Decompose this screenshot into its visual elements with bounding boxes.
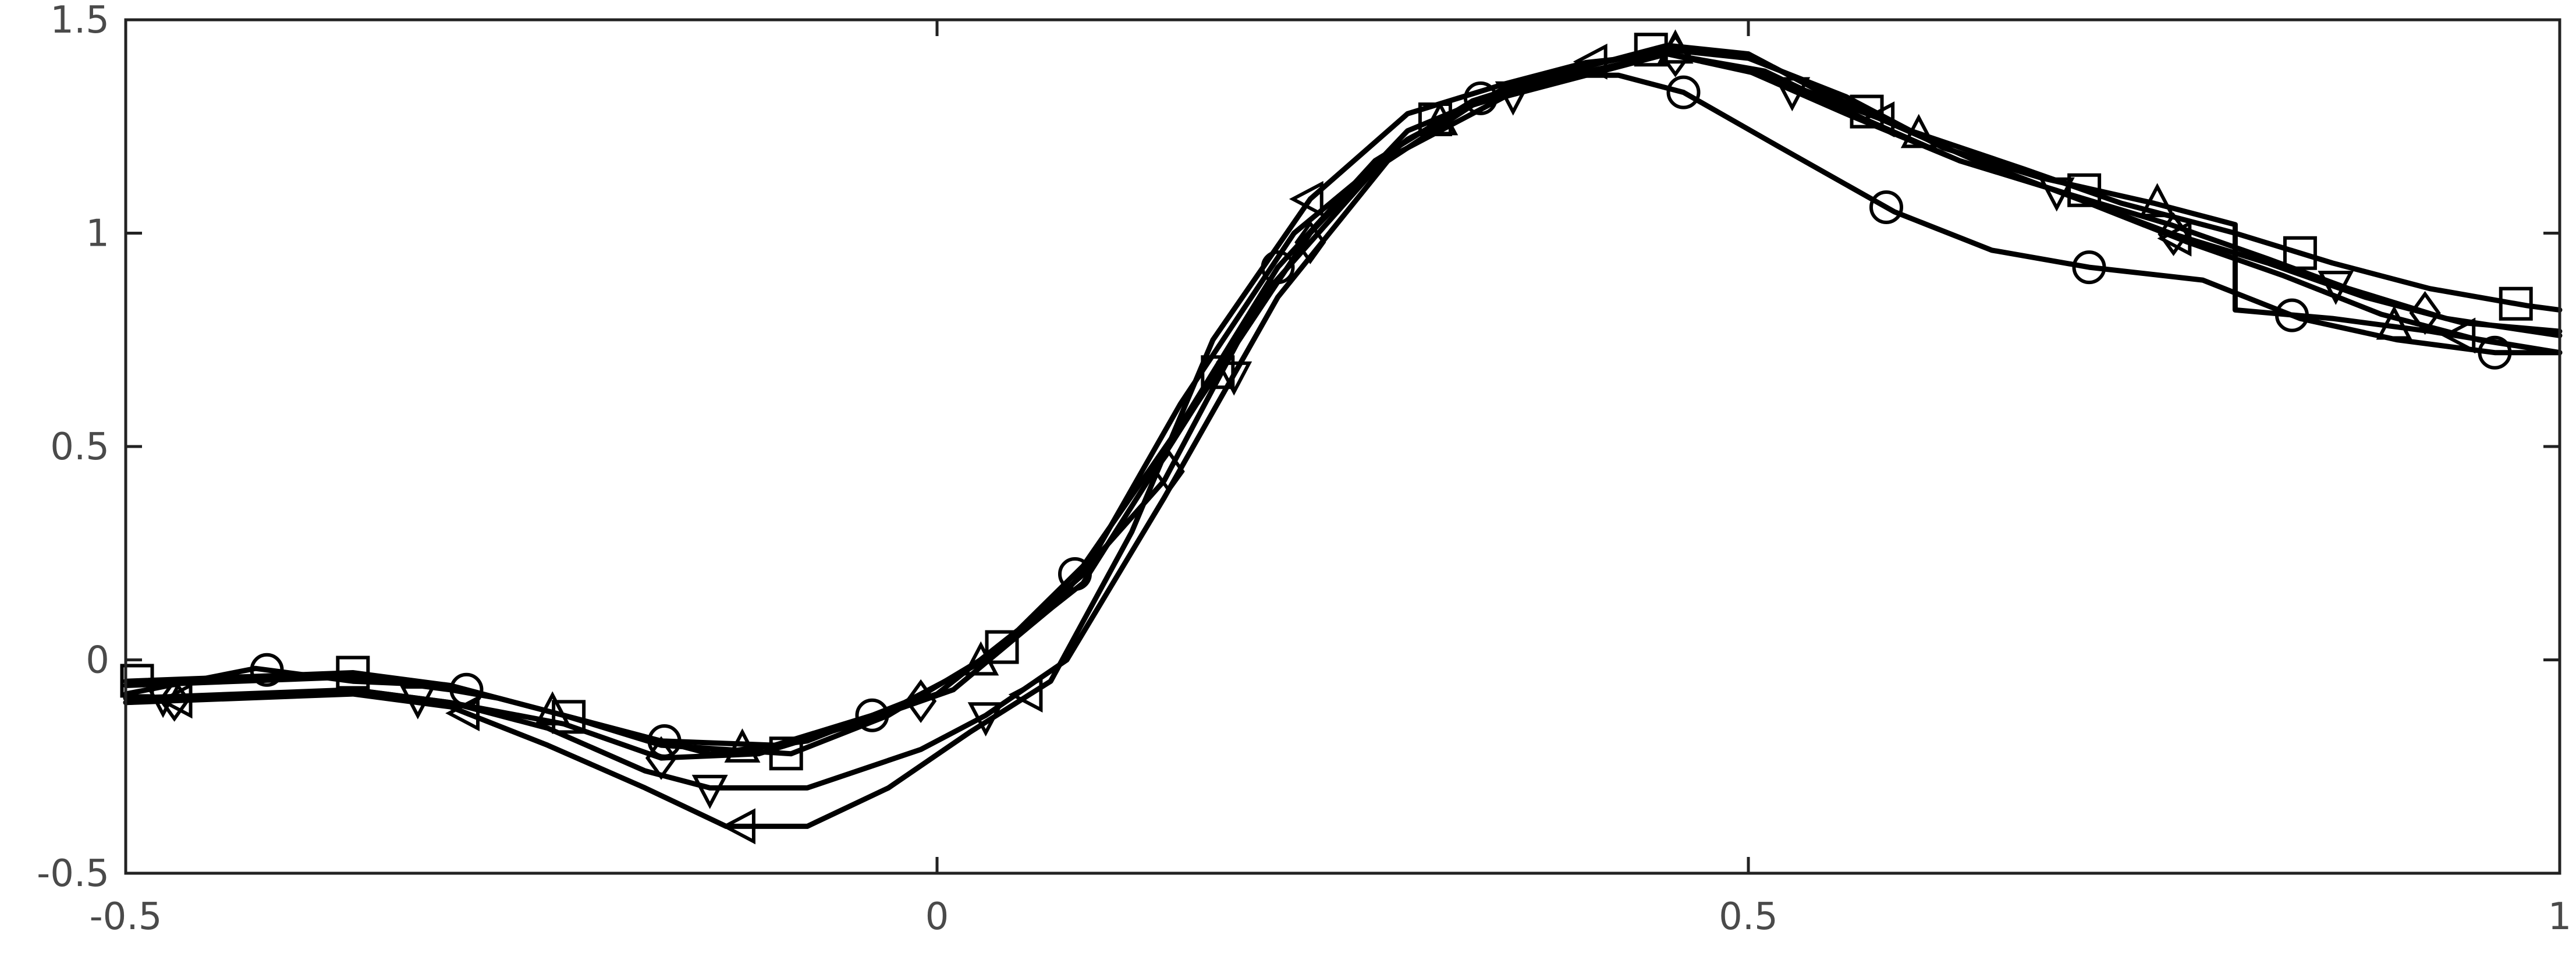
data-point-triangle-left-marker (1289, 180, 1324, 217)
series-triangle-down (123, 51, 2563, 809)
data-point-triangle-left-marker (1860, 101, 1895, 138)
data-point-diamond-marker (905, 679, 937, 723)
data-point-triangle-left-marker (1573, 43, 1608, 80)
data-point-triangle-down-marker (1774, 77, 1811, 112)
data-point-diamond-marker (645, 736, 677, 780)
x-tick-label: 1 (2548, 895, 2572, 938)
data-point-square-marker (985, 630, 1019, 664)
series-triangle-left (123, 43, 2563, 845)
data-point-circle-marker (2478, 335, 2512, 370)
series-circle (123, 72, 2563, 758)
data-point-circle-marker (2072, 250, 2106, 285)
data-point-triangle-left-marker (1008, 676, 1043, 713)
data-point-triangle-left-marker (158, 682, 193, 719)
data-point-triangle-left-marker (721, 808, 755, 845)
axes-layer: -0.5 0 0.5 1 -0.5 0 0.5 1 1.5 (37, 0, 2571, 938)
data-point-diamond-marker (1294, 220, 1326, 264)
data-point-diamond-marker (158, 678, 190, 722)
data-point-triangle-down-marker (1216, 361, 1252, 396)
axes-box (124, 18, 2561, 875)
series-line (123, 51, 2563, 761)
x-tick-label: 0 (925, 895, 949, 938)
data-point-triangle-left-marker (445, 695, 480, 732)
x-tick-label: 0.5 (1719, 895, 1778, 938)
data-point-diamond-marker (1659, 33, 1691, 77)
series-square (120, 33, 2563, 771)
series-line (123, 47, 2563, 757)
data-point-circle-marker (1666, 75, 1701, 109)
x-tick-label: -0.5 (90, 895, 162, 938)
series-diamond (123, 33, 2563, 780)
series-triangle-up (123, 29, 2563, 763)
data-point-square-marker (2283, 236, 2317, 270)
y-tick-label: 1 (86, 212, 109, 256)
series-line (123, 72, 2563, 748)
data-point-triangle-up-marker (2376, 305, 2412, 340)
data-point-triangle-up-marker (724, 728, 761, 763)
data-point-circle-marker (1869, 190, 1903, 224)
data-point-square-marker (2499, 286, 2533, 321)
series-line (123, 42, 2563, 757)
series-layer (120, 29, 2563, 845)
data-point-circle-marker (250, 653, 284, 687)
data-point-triangle-up-marker (2139, 183, 2176, 218)
y-tick-label: 1.5 (50, 0, 109, 42)
data-point-triangle-left-marker (2157, 220, 2192, 257)
data-point-triangle-down-marker (691, 774, 728, 809)
data-point-diamond-marker (2409, 290, 2441, 335)
y-tick-label: 0.5 (50, 426, 109, 469)
y-tick-label: -0.5 (37, 852, 109, 895)
data-point-triangle-left-marker (2441, 317, 2476, 354)
data-point-square-marker (769, 736, 803, 771)
y-tick-label: 0 (86, 639, 109, 682)
series-line (123, 51, 2563, 791)
